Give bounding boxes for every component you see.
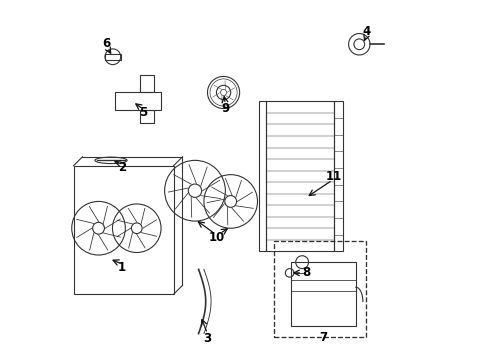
Text: 11: 11 [326,170,343,183]
Text: 6: 6 [102,37,111,50]
Text: 9: 9 [221,102,229,115]
Bar [267,102,334,251]
Text: 4: 4 [362,25,370,38]
Bar [292,262,356,327]
Text: 10: 10 [209,231,225,244]
Bar [115,93,161,111]
Bar [259,102,267,251]
Text: 3: 3 [203,333,212,346]
Bar [140,75,154,93]
Bar [105,54,121,60]
Text: 2: 2 [118,161,126,174]
Bar [334,102,343,251]
Text: 5: 5 [139,106,147,120]
Bar [140,111,154,123]
Text: 7: 7 [319,331,328,344]
Text: 8: 8 [302,266,311,279]
Text: 1: 1 [118,261,126,274]
Bar [273,241,367,337]
Bar [74,166,173,294]
